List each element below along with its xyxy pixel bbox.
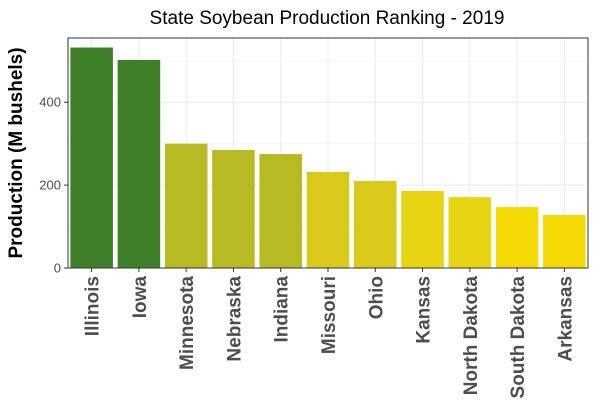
x-tick-label: Minnesota xyxy=(177,276,198,370)
y-tick-label: 0 xyxy=(54,261,61,276)
bar xyxy=(164,143,208,268)
x-axis-ticks: Illinois Iowa Minnesota Nebraska Indiana Miss… xyxy=(83,268,576,399)
bar xyxy=(354,180,397,268)
x-tick-label: Illinois xyxy=(83,276,104,336)
x-tick-label: Kansas xyxy=(414,276,435,344)
bar xyxy=(448,197,492,268)
plot-area xyxy=(67,37,589,269)
y-tick-label: 400 xyxy=(39,95,61,110)
x-tick-label: Iowa xyxy=(130,276,151,319)
bar xyxy=(495,207,539,268)
y-tick-label: 200 xyxy=(39,178,61,193)
x-tick-label: Arkansas xyxy=(555,276,576,362)
bar xyxy=(401,190,444,268)
bar xyxy=(306,171,350,268)
x-tick-label: Ohio xyxy=(366,276,387,319)
y-axis-label: Production (M bushels) xyxy=(6,47,27,258)
x-tick-label: North Dakota xyxy=(461,276,482,396)
x-tick-label: Nebraska xyxy=(224,276,245,362)
x-tick-label: South Dakota xyxy=(508,276,529,399)
bar xyxy=(70,47,113,269)
bar xyxy=(543,214,586,268)
x-tick-label: Missouri xyxy=(319,276,340,354)
y-axis-ticks: 0 200 400 xyxy=(39,95,68,276)
bar xyxy=(117,59,161,269)
x-tick-label: Indiana xyxy=(272,276,293,343)
bar xyxy=(212,149,255,268)
bars xyxy=(70,47,586,269)
bar xyxy=(259,154,302,268)
chart-title: State Soybean Production Ranking - 2019 xyxy=(150,8,505,29)
